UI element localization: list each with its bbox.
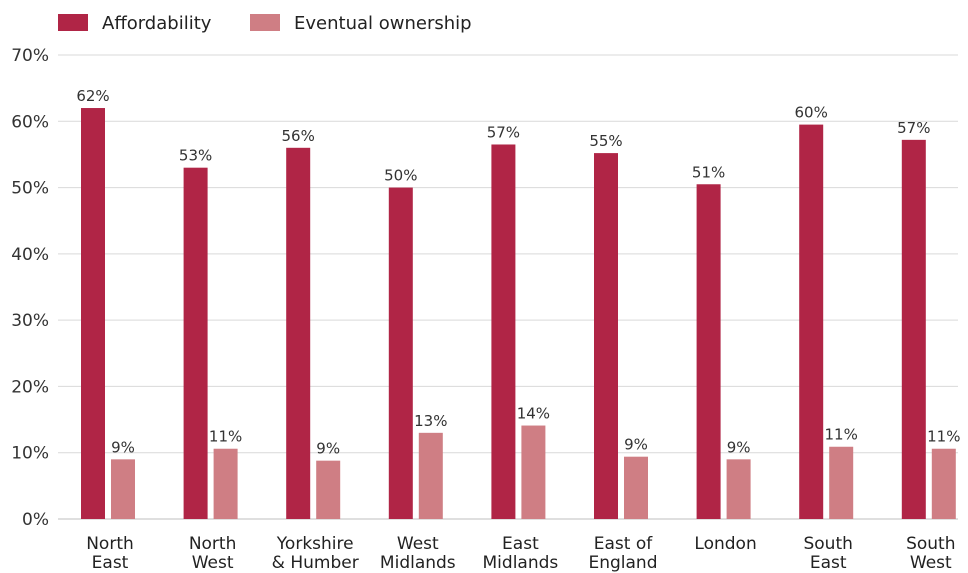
data-label: 53% [179,147,212,165]
bar-affordability-6 [594,153,618,520]
y-tick-label: 50% [11,179,49,199]
data-label: 14% [517,405,550,423]
legend-label-1: Affordability [102,13,212,34]
data-label: 9% [316,440,340,458]
bar-affordability-8 [799,124,824,519]
bar-eventual-ownership-7 [726,459,751,519]
y-tick-label: 0% [22,510,49,530]
bar-affordability-2 [183,167,208,519]
bar-eventual-ownership-5 [521,425,546,519]
data-label: 9% [727,438,751,456]
legend: Affordability Eventual ownership [58,13,472,34]
x-category-label: East [810,553,847,573]
x-category-label: Midlands [380,553,456,573]
data-label: 56% [282,127,315,145]
bar-affordability-7 [696,184,721,519]
y-tick-label: 10% [11,444,49,464]
legend-swatch-1 [58,14,88,31]
bar-eventual-ownership-3 [316,460,341,519]
y-tick-label: 40% [11,245,49,265]
bar-eventual-ownership-9 [931,448,956,519]
bar-affordability-9 [901,139,926,520]
bar-eventual-ownership-4 [418,432,443,519]
data-label: 11% [825,426,858,444]
x-category-label: Midlands [483,553,559,573]
y-axis: 0% 10% 20% 30% 40% 50% 60% 70% [11,46,49,530]
y-tick-label: 30% [11,311,49,331]
bars [81,108,956,520]
bar-affordability-1 [81,108,105,520]
x-category-label: West [910,553,952,573]
x-category-label: West [192,553,234,573]
x-category-label: East of [594,534,653,554]
bar-affordability-3 [286,147,311,520]
data-label: 11% [927,428,960,446]
bar-eventual-ownership-2 [213,448,238,519]
x-category-label: Yorkshire [276,534,354,554]
bar-affordability-5 [491,144,516,519]
y-tick-label: 20% [11,377,49,397]
bar-eventual-ownership-1 [111,459,135,519]
x-category-label: North [86,534,134,554]
data-label: 60% [795,104,828,122]
x-category-label: North [189,534,237,554]
data-label: 62% [76,87,109,105]
data-label: 13% [414,412,447,430]
bar-affordability-4 [388,187,413,520]
data-label: 57% [487,123,520,141]
legend-swatch-2 [250,14,280,31]
legend-label-2: Eventual ownership [294,13,472,34]
x-category-label: East [92,553,129,573]
data-label: 50% [384,167,417,185]
x-category-label: England [588,553,657,573]
x-category-label: South [803,534,852,554]
data-label: 55% [589,132,622,150]
bar-eventual-ownership-6 [624,456,648,519]
x-category-label: London [694,534,756,554]
data-label: 9% [624,436,648,454]
x-category-label: East [502,534,539,554]
x-category-label: South [906,534,955,554]
data-label: 9% [111,438,135,456]
bar-eventual-ownership-8 [829,446,854,519]
y-tick-label: 70% [11,46,49,66]
data-label: 51% [692,163,725,181]
x-category-label: West [397,534,439,554]
y-tick-label: 60% [11,112,49,132]
x-category-label: & Humber [272,553,359,573]
data-label: 57% [897,119,930,137]
data-label: 11% [209,428,242,446]
data-labels: 62% 9% 53% 11% 56% 9% 50% 13% 57% 14% 55% 9% 51% 9% 60… [76,87,960,458]
